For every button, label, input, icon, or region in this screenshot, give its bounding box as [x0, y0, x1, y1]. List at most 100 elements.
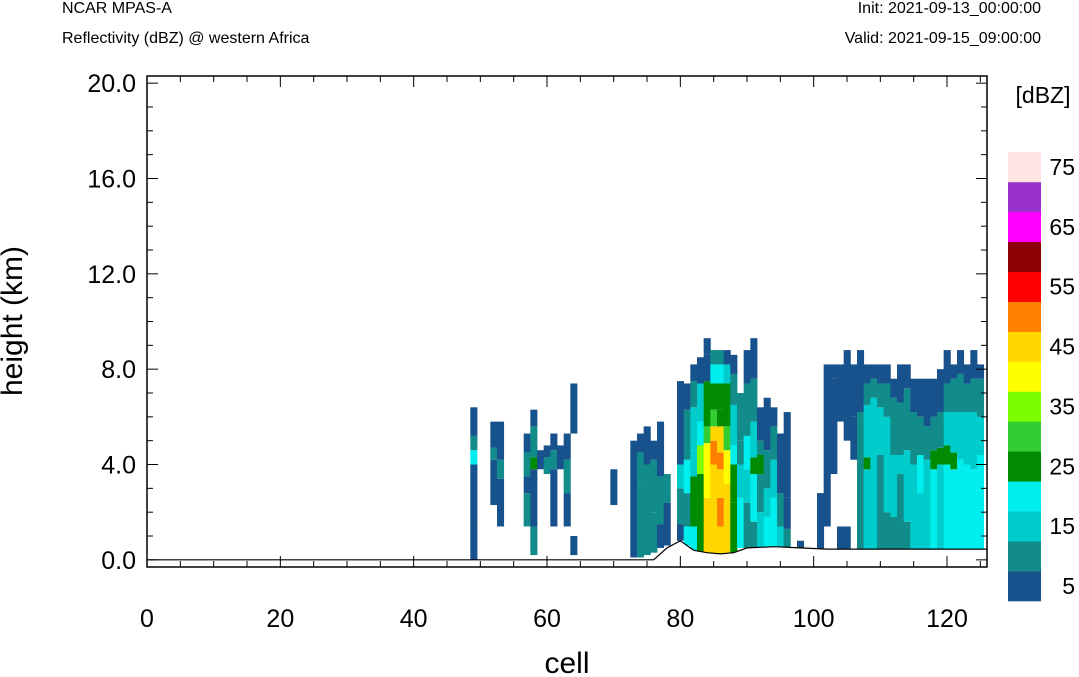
reflectivity-cell — [883, 364, 891, 384]
colorbar-swatch — [1008, 571, 1041, 602]
reflectivity-cell — [650, 440, 658, 460]
reflectivity-cell — [657, 476, 665, 525]
reflectivity-cell — [650, 459, 658, 513]
reflectivity-cell — [710, 440, 718, 465]
reflectivity-cell — [683, 493, 691, 527]
reflectivity-cell — [497, 478, 505, 527]
reflectivity-cell — [710, 497, 718, 554]
reflectivity-cell — [757, 454, 765, 475]
reflectivity-cell — [717, 452, 725, 470]
reflectivity-cell — [877, 407, 885, 455]
reflectivity-cell — [703, 338, 711, 355]
colorbar-swatch — [1008, 211, 1041, 243]
reflectivity-cell — [703, 469, 711, 498]
reflectivity-cell — [863, 457, 871, 470]
y-tick-label: 8.0 — [101, 356, 136, 384]
reflectivity-cell — [950, 412, 958, 453]
reflectivity-cell — [723, 383, 731, 427]
reflectivity-cell — [710, 409, 718, 427]
reflectivity-cell — [570, 383, 578, 434]
reflectivity-cell — [877, 364, 885, 384]
reflectivity-cell — [630, 440, 638, 465]
reflectivity-cell — [470, 407, 478, 436]
colorbar-label: 65 — [1049, 214, 1075, 240]
reflectivity-cell — [863, 404, 871, 458]
reflectivity-cell — [750, 421, 758, 458]
reflectivity-cell — [637, 433, 645, 453]
y-tick-label: 12.0 — [87, 261, 136, 289]
reflectivity-cell — [570, 536, 578, 556]
reflectivity-cell — [890, 516, 898, 550]
reflectivity-cell — [470, 464, 478, 527]
reflectivity-cell — [903, 521, 911, 550]
reflectivity-cell — [637, 483, 645, 558]
reflectivity-cell — [637, 452, 645, 484]
reflectivity-cell — [710, 350, 718, 365]
reflectivity-cell — [943, 350, 951, 384]
reflectivity-cell — [970, 469, 978, 550]
reflectivity-cell — [610, 469, 618, 506]
reflectivity-cell — [710, 364, 718, 384]
reflectivity-cell — [530, 409, 538, 427]
x-axis-ticks — [146, 76, 981, 567]
reflectivity-cell — [783, 412, 791, 498]
x-tick-label: 40 — [400, 605, 428, 633]
colorbar-title: [dBZ] — [1016, 82, 1071, 108]
reflectivity-cell — [703, 497, 711, 553]
reflectivity-cell — [877, 383, 885, 408]
reflectivity-cell — [950, 469, 958, 550]
terrain — [147, 540, 987, 567]
reflectivity-cell — [830, 378, 838, 475]
reflectivity-cell — [710, 426, 718, 441]
reflectivity-cell — [837, 364, 845, 422]
reflectivity-cell — [470, 450, 478, 465]
reflectivity-cell — [717, 409, 725, 427]
reflectivity-cell — [890, 397, 898, 455]
reflectivity-cell — [957, 373, 965, 413]
reflectivity-cell — [530, 457, 538, 470]
reflectivity-cell — [930, 450, 938, 470]
reflectivity-cell — [963, 464, 971, 550]
reflectivity-cell — [910, 378, 918, 413]
colorbar — [1008, 152, 1041, 602]
reflectivity-cell — [863, 364, 871, 384]
reflectivity-cell — [743, 502, 751, 548]
reflectivity-cell — [737, 464, 745, 498]
reflectivity-cell — [703, 443, 711, 470]
reflectivity-cell — [903, 388, 911, 451]
reflectivity-cell — [917, 493, 925, 550]
reflectivity-cell — [930, 469, 938, 550]
reflectivity-cell — [523, 433, 531, 453]
reflectivity-cell — [537, 450, 545, 470]
reflectivity-cell — [937, 464, 945, 550]
reflectivity-cell — [977, 378, 985, 417]
reflectivity-cell — [723, 350, 731, 365]
reflectivity-cell — [730, 354, 738, 374]
reflectivity-cell — [730, 464, 738, 503]
reflectivity-cell — [890, 378, 898, 398]
reflectivity-cell — [530, 469, 538, 527]
y-tick-label: 0.0 — [101, 547, 136, 575]
reflectivity-cell — [763, 488, 771, 517]
reflectivity-cell — [690, 381, 698, 408]
reflectivity-cell — [543, 445, 551, 458]
reflectivity-cell — [937, 447, 945, 465]
reflectivity-cell — [823, 364, 831, 465]
x-tick-label: 100 — [793, 605, 835, 633]
reflectivity-cell — [663, 474, 671, 503]
reflectivity-cell — [750, 338, 758, 379]
reflectivity-cell — [943, 383, 951, 413]
reflectivity-cell — [550, 433, 558, 451]
colorbar-label: 15 — [1049, 513, 1075, 539]
reflectivity-cell — [870, 378, 878, 398]
colorbar-swatch — [1008, 451, 1041, 482]
reflectivity-cell — [690, 407, 698, 451]
reflectivity-cell — [763, 397, 771, 451]
reflectivity-cell — [743, 383, 751, 436]
colorbar-label: 35 — [1049, 393, 1075, 419]
reflectivity-cell — [897, 454, 905, 475]
reflectivity-cell — [943, 445, 951, 465]
reflectivity-cell — [697, 421, 705, 446]
colorbar-label: 45 — [1049, 334, 1075, 360]
reflectivity-cell — [690, 450, 698, 477]
